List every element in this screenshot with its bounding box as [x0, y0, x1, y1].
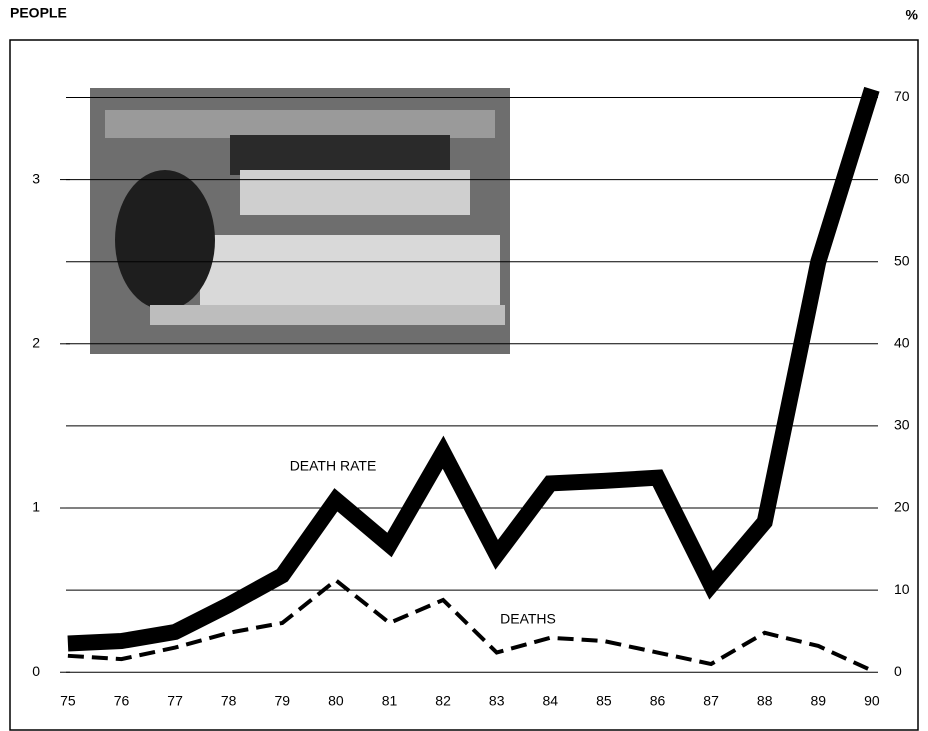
x-tick-label: 81	[382, 693, 398, 709]
photo	[90, 88, 510, 354]
x-tick-label: 77	[167, 693, 183, 709]
y2-tick-label: 70	[894, 88, 910, 104]
x-tick-label: 83	[489, 693, 505, 709]
x-tick-label: 80	[328, 693, 344, 709]
x-tick-label: 82	[435, 693, 451, 709]
series-label: DEATH RATE	[290, 458, 377, 474]
y2-tick-label: 30	[894, 417, 910, 433]
y-tick-label: 3	[32, 170, 40, 186]
x-tick-label: 79	[275, 693, 291, 709]
x-tick-label: 84	[543, 693, 559, 709]
y-tick-label: 0	[32, 663, 40, 679]
y2-tick-label: 50	[894, 252, 910, 268]
x-tick-label: 78	[221, 693, 237, 709]
series-label: DEATHS	[500, 611, 556, 627]
x-tick-label: 89	[811, 693, 827, 709]
x-tick-label: 86	[650, 693, 666, 709]
y-tick-label: 1	[32, 499, 40, 515]
x-tick-label: 90	[864, 693, 880, 709]
y2-tick-label: 60	[894, 170, 910, 186]
y-tick-label: 2	[32, 335, 40, 351]
x-tick-label: 75	[60, 693, 76, 709]
y-axis-label: PEOPLE	[10, 5, 67, 21]
chart: PEOPLE % 0 10 20 30 40 50 60 70 0 1 2 3 75 76 77 78 79 80…	[0, 0, 928, 731]
y2-tick-label: 10	[894, 581, 910, 597]
y2-tick-label: 0	[894, 663, 902, 679]
y2-axis-label: %	[906, 7, 919, 23]
x-tick-label: 88	[757, 693, 773, 709]
y2-tick-label: 40	[894, 335, 910, 351]
x-tick-label: 76	[114, 693, 130, 709]
y2-tick-label: 20	[894, 499, 910, 515]
x-tick-label: 87	[703, 693, 719, 709]
x-tick-label: 85	[596, 693, 612, 709]
